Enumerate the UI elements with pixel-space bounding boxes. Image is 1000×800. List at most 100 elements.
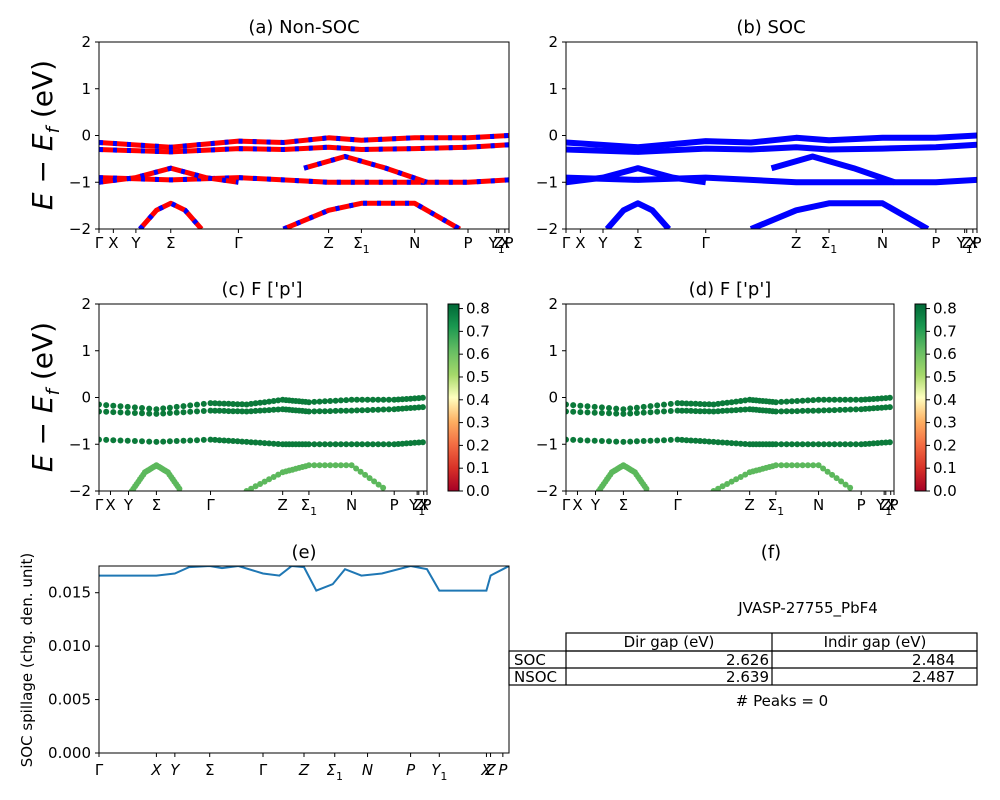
- band-point: [728, 478, 735, 485]
- x-tick-label: X: [968, 234, 978, 252]
- band-point: [606, 410, 612, 417]
- y-tick-label: 1: [548, 80, 558, 98]
- band-line: [566, 165, 707, 186]
- band-point: [706, 438, 713, 445]
- band-point: [270, 398, 277, 404]
- band-point: [239, 401, 246, 408]
- band-point: [380, 484, 387, 491]
- band-point: [783, 398, 790, 405]
- band-point: [715, 408, 722, 415]
- band-point: [820, 396, 827, 403]
- x-tick-label: Y: [597, 234, 608, 252]
- band-point: [252, 483, 259, 490]
- band-point: [359, 441, 366, 448]
- band-point: [173, 438, 180, 444]
- table-row-nsoc-indirgap: 2.487: [912, 668, 955, 686]
- band-point: [353, 441, 360, 448]
- band-point: [783, 408, 790, 415]
- band-point: [688, 400, 694, 407]
- band-point: [824, 468, 831, 475]
- band-point: [788, 462, 795, 469]
- x-tick-label: Z: [414, 496, 424, 514]
- colorbar-tick-label: 0.2: [933, 436, 957, 454]
- band-point: [257, 399, 264, 406]
- gap-table: JVASP-27755_PbF4 Dir gap (eV) Indir gap …: [508, 599, 978, 710]
- band-point: [311, 398, 318, 405]
- band-point: [842, 441, 849, 448]
- y-tick-label: 0.005: [48, 691, 91, 709]
- colorbar-tick-label: 0.4: [933, 391, 957, 409]
- band-point: [110, 437, 117, 444]
- band-point: [353, 465, 360, 472]
- band-point: [375, 406, 382, 413]
- x-tick-label: Z: [278, 496, 288, 514]
- band-point: [221, 400, 228, 407]
- band-point: [820, 407, 827, 414]
- x-tick-label: Z: [745, 496, 755, 514]
- colorbar-c: 0.0 0.1 0.2 0.3 0.4 0.5 0.6 0.7 0.8: [447, 300, 490, 500]
- band-point: [221, 437, 228, 444]
- band-line: [303, 154, 428, 185]
- band-point: [697, 401, 704, 407]
- band-point: [627, 410, 634, 417]
- y-tick-label: 0.000: [48, 744, 91, 762]
- band-point: [343, 462, 350, 469]
- band-point: [598, 438, 605, 444]
- x-tick-label: Y1: [431, 761, 447, 783]
- band-point: [794, 462, 801, 469]
- x-tick-label: Γ: [95, 761, 104, 779]
- band-point: [640, 403, 647, 410]
- band-point: [375, 396, 382, 403]
- band-line: [566, 141, 977, 155]
- band-point: [737, 440, 744, 447]
- band-point: [305, 408, 312, 415]
- band-point: [842, 406, 849, 413]
- band-point: [243, 488, 250, 491]
- band-point: [674, 400, 681, 407]
- panel-title-c: (c) F ['p']: [221, 279, 302, 300]
- band-point: [270, 440, 277, 447]
- band-point: [166, 404, 173, 411]
- colorbar-tick-label: 0.6: [466, 345, 490, 363]
- band-point: [577, 437, 584, 444]
- band-point: [661, 437, 667, 444]
- band-point: [332, 441, 339, 448]
- band-line: [770, 153, 896, 186]
- band-point: [230, 401, 237, 407]
- band-point: [353, 407, 360, 414]
- x-tick-label: X: [108, 234, 118, 252]
- band-point: [697, 408, 704, 415]
- band-point: [385, 396, 392, 403]
- band-point: [633, 410, 640, 416]
- y-tick-label: 0: [548, 389, 558, 407]
- table-col-dirgap: Dir gap (eV): [624, 633, 715, 651]
- colorbar-tick-label: 0.2: [466, 436, 490, 454]
- band-point: [679, 400, 685, 407]
- band-point: [99, 401, 102, 408]
- band-point: [772, 441, 779, 448]
- band-point: [643, 485, 650, 491]
- band-point: [173, 409, 180, 416]
- band-point: [886, 404, 893, 411]
- colorbar-tick-label: 0.5: [933, 368, 957, 386]
- band-point: [826, 396, 833, 403]
- band-point: [710, 438, 717, 445]
- y-tick-label: 2: [548, 295, 558, 313]
- band-point: [311, 441, 318, 448]
- band-point: [275, 406, 282, 413]
- band-point: [584, 409, 591, 416]
- y-tick-label: 1: [548, 342, 558, 360]
- band-point: [110, 402, 117, 409]
- band-point: [332, 462, 339, 469]
- band-point: [176, 485, 183, 491]
- band-point: [724, 407, 731, 414]
- band-point: [661, 408, 667, 415]
- band-data: [566, 132, 977, 229]
- band-point: [248, 439, 255, 446]
- band-line-dash: [99, 175, 509, 185]
- band-point: [679, 436, 685, 443]
- band-point: [131, 410, 138, 416]
- band-point: [606, 405, 612, 411]
- y-tick-label: 0.015: [48, 584, 91, 602]
- band-point: [153, 410, 160, 417]
